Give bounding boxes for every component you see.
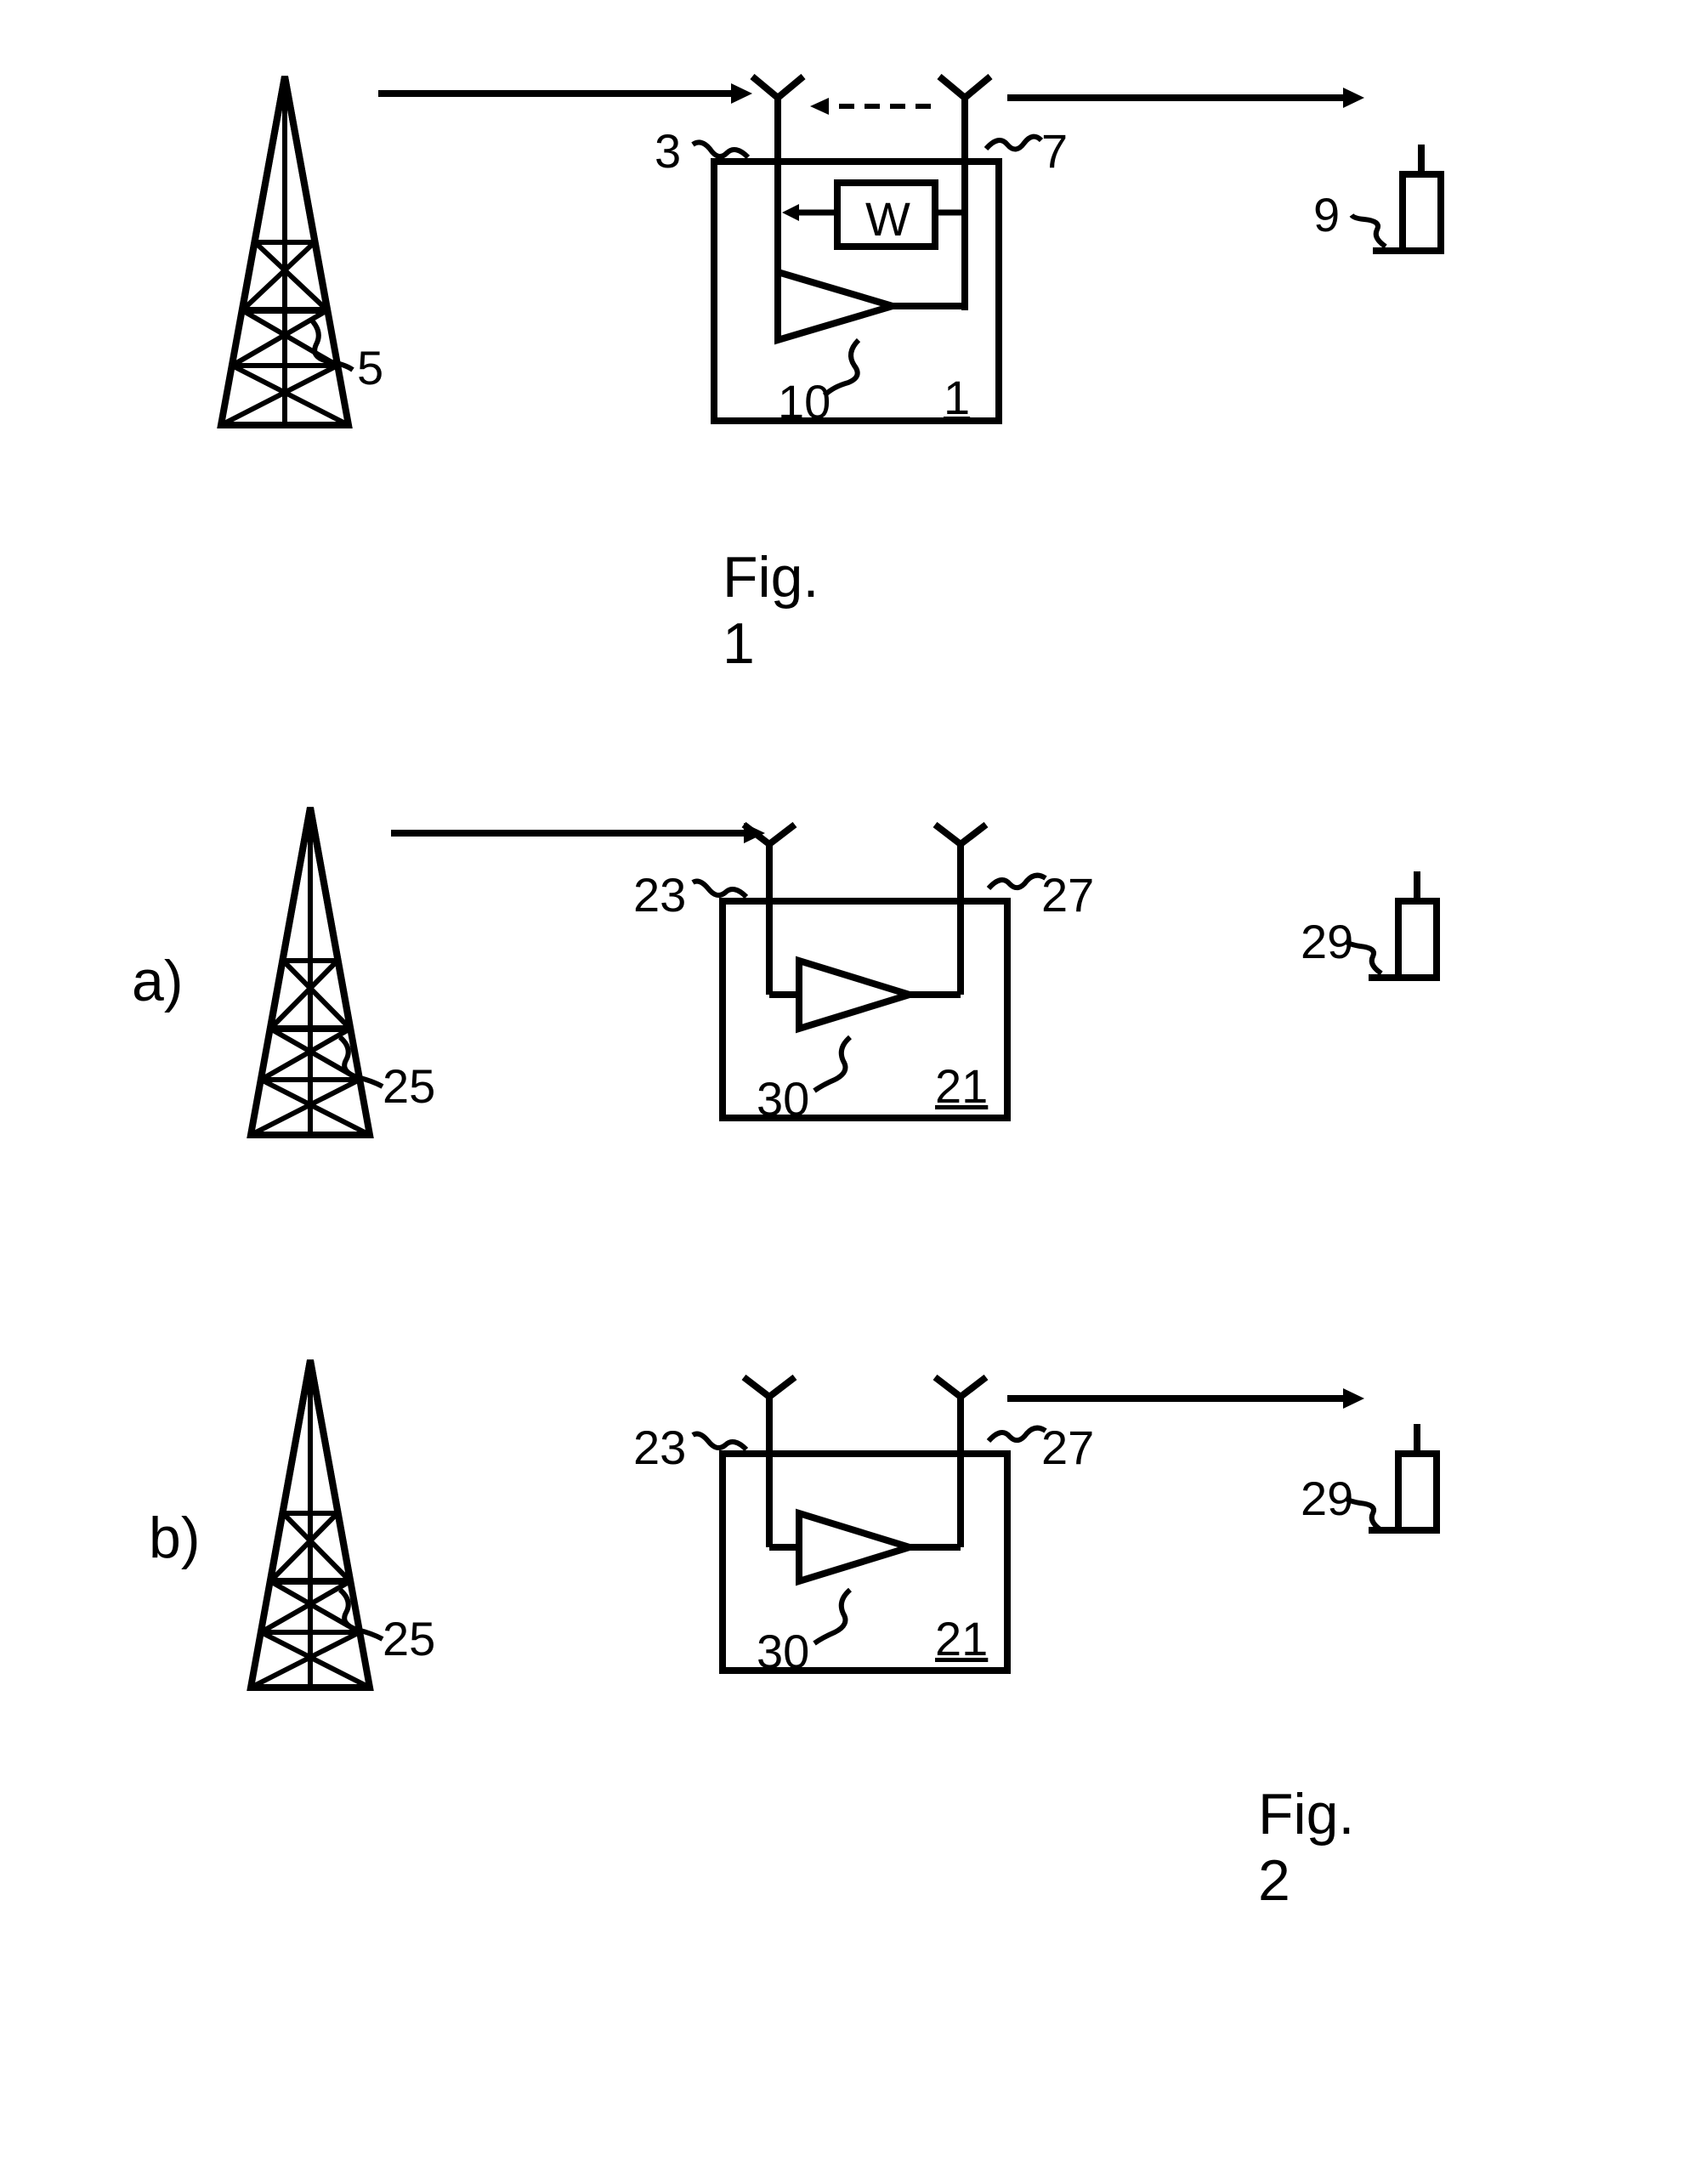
sub-label-b: b) bbox=[149, 1505, 200, 1571]
ref-repeater-b: 21 bbox=[935, 1611, 988, 1666]
figure-label-2: Fig. 2 bbox=[1258, 1781, 1354, 1914]
tower-icon bbox=[191, 72, 378, 438]
leader-line bbox=[982, 128, 1050, 162]
arrow-icon bbox=[374, 77, 757, 111]
ref-tower-b: 25 bbox=[383, 1611, 435, 1666]
ref-mobile-a: 29 bbox=[1301, 914, 1353, 969]
figure-label: Fig. 1 bbox=[723, 544, 819, 677]
w-label: W bbox=[865, 191, 910, 247]
ref-ant-left-b: 23 bbox=[633, 1420, 686, 1475]
arrow-icon bbox=[1003, 81, 1369, 115]
ref-amp-a: 30 bbox=[757, 1071, 809, 1126]
ref-amp-b: 30 bbox=[757, 1624, 809, 1679]
dashed-arrow-icon bbox=[803, 94, 935, 119]
tower-icon bbox=[217, 803, 404, 1143]
ref-ant-right: 7 bbox=[1041, 123, 1068, 179]
ref-repeater-a: 21 bbox=[935, 1058, 988, 1114]
sub-label-a: a) bbox=[132, 948, 183, 1014]
arrow-icon bbox=[1003, 1381, 1369, 1415]
ref-tower: 5 bbox=[357, 340, 383, 395]
ref-ant-left-a: 23 bbox=[633, 867, 686, 922]
ref-ant-right-b: 27 bbox=[1041, 1420, 1094, 1475]
leader-line bbox=[1347, 213, 1390, 255]
ref-mobile: 9 bbox=[1313, 187, 1340, 242]
leader-line bbox=[808, 1033, 863, 1097]
ref-amp: 10 bbox=[778, 374, 830, 429]
ref-ant-right-a: 27 bbox=[1041, 867, 1094, 922]
arrow-icon bbox=[387, 816, 769, 850]
leader-line bbox=[808, 1586, 863, 1649]
ref-tower-a: 25 bbox=[383, 1058, 435, 1114]
ref-repeater: 1 bbox=[944, 370, 970, 425]
ref-mobile-b: 29 bbox=[1301, 1471, 1353, 1526]
ref-ant-left: 3 bbox=[655, 123, 681, 179]
tower-icon bbox=[217, 1356, 404, 1696]
